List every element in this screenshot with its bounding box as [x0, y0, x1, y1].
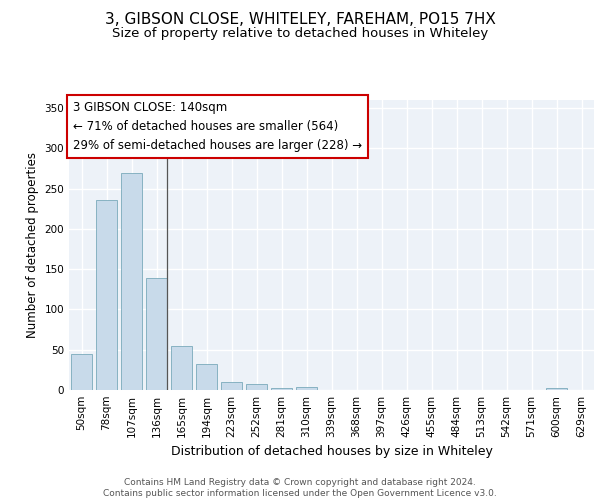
Text: Size of property relative to detached houses in Whiteley: Size of property relative to detached ho… [112, 28, 488, 40]
Text: Contains HM Land Registry data © Crown copyright and database right 2024.
Contai: Contains HM Land Registry data © Crown c… [103, 478, 497, 498]
Bar [221, 382, 242, 390]
Bar [546, 388, 567, 390]
Text: 3 GIBSON CLOSE: 140sqm
← 71% of detached houses are smaller (564)
29% of semi-de: 3 GIBSON CLOSE: 140sqm ← 71% of detached… [73, 101, 362, 152]
Bar [196, 364, 217, 390]
Bar [96, 200, 117, 390]
Bar [71, 354, 92, 390]
Text: 3, GIBSON CLOSE, WHITELEY, FAREHAM, PO15 7HX: 3, GIBSON CLOSE, WHITELEY, FAREHAM, PO15… [104, 12, 496, 28]
Bar [271, 388, 292, 390]
X-axis label: Distribution of detached houses by size in Whiteley: Distribution of detached houses by size … [170, 446, 493, 458]
Bar [246, 384, 267, 390]
Bar [171, 346, 192, 390]
Bar [296, 387, 317, 390]
Y-axis label: Number of detached properties: Number of detached properties [26, 152, 39, 338]
Bar [121, 172, 142, 390]
Bar [146, 278, 167, 390]
